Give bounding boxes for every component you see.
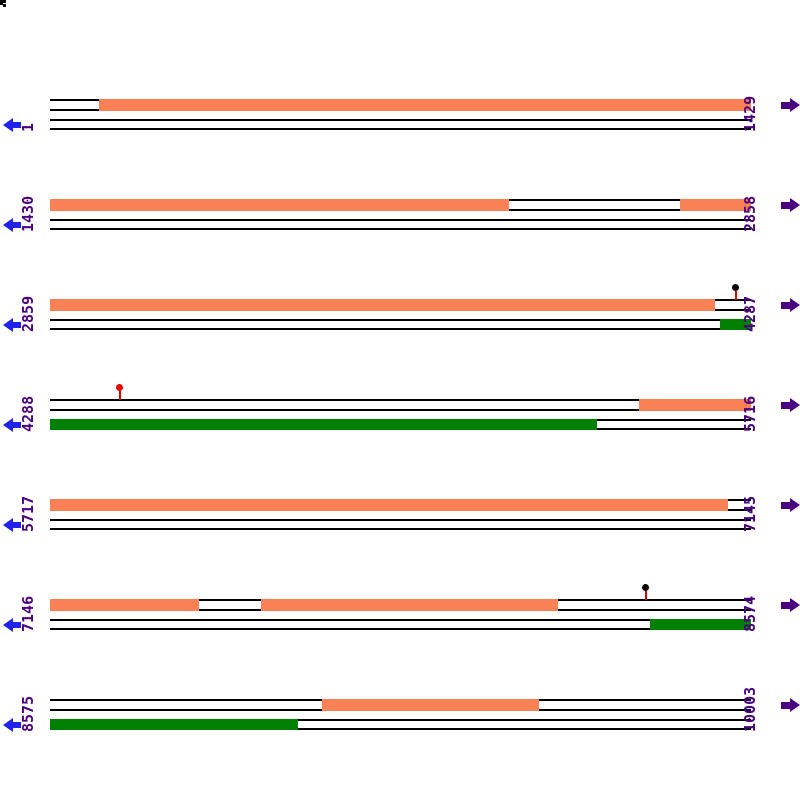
forward-strand-feature[interactable] [322, 699, 539, 711]
segment-start-coordinate-text: 1 [19, 122, 37, 132]
forward-strand-feature[interactable] [50, 599, 199, 611]
frame-track-line [50, 328, 751, 330]
right-arrow-shaft [781, 202, 790, 209]
left-arrow-shaft [13, 722, 21, 728]
right-arrow-shaft [781, 402, 790, 409]
right-arrow-icon [790, 698, 800, 712]
left-arrow-icon [3, 318, 13, 332]
right-arrow-shaft [781, 702, 790, 709]
segment-end-coordinate-text: 5716 [741, 395, 759, 432]
forward-strand-feature[interactable] [50, 199, 509, 211]
left-arrow-icon [3, 518, 13, 532]
right-arrow-icon [790, 198, 800, 212]
segment-end-coordinate-text: 1429 [741, 95, 759, 132]
red-lollipop-marker-icon[interactable] [116, 384, 123, 391]
forward-strand-feature[interactable] [680, 199, 751, 211]
segment-start-coordinate-text: 4288 [19, 395, 37, 432]
forward-strand-feature[interactable] [50, 299, 715, 311]
frame-track-line [50, 519, 751, 521]
forward-strand-feature[interactable] [261, 599, 558, 611]
frame-track-line [50, 219, 751, 221]
marker-stem [119, 391, 121, 400]
left-arrow-icon [3, 618, 13, 632]
left-arrow-shaft [13, 222, 21, 228]
right-arrow-icon [790, 498, 800, 512]
left-arrow-shaft [13, 122, 21, 128]
marker-stem [645, 591, 647, 600]
frame-track-line [50, 409, 751, 411]
frame-track-line [50, 119, 751, 121]
segment-start-coordinate-text: 5717 [19, 495, 37, 532]
frame-track-line [50, 228, 751, 230]
frame-track-line [50, 619, 751, 621]
left-arrow-shaft [13, 322, 21, 328]
right-arrow-shaft [781, 302, 790, 309]
right-arrow-icon [790, 598, 800, 612]
segment-end-coordinate-text: 7145 [741, 495, 759, 532]
frame-track-line [50, 528, 751, 530]
left-arrow-icon [3, 218, 13, 232]
left-arrow-shaft [13, 522, 21, 528]
segment-end-coordinate-text: 4287 [741, 295, 759, 332]
reverse-strand-feature[interactable] [50, 419, 597, 430]
right-arrow-icon [790, 298, 800, 312]
left-arrow-shaft [13, 622, 21, 628]
right-arrow-shaft [781, 502, 790, 509]
segment-start-coordinate-text: 1430 [19, 195, 37, 232]
frame-track-line [50, 399, 751, 401]
frame-track-line [50, 128, 751, 130]
reverse-strand-feature[interactable] [50, 719, 298, 730]
left-arrow-icon [3, 118, 13, 132]
reverse-strand-feature[interactable] [650, 619, 751, 630]
left-arrow-shaft [13, 422, 21, 428]
right-arrow-icon [790, 98, 800, 112]
black-lollipop-marker-icon[interactable] [642, 584, 649, 591]
right-arrow-shaft [781, 102, 790, 109]
left-arrow-icon [3, 418, 13, 432]
left-arrow-icon [3, 718, 13, 732]
frame-track-line [50, 319, 751, 321]
segment-start-coordinate-text: 8575 [19, 695, 37, 732]
frame-track-line [50, 728, 751, 730]
right-arrow-icon [790, 398, 800, 412]
segment-start-coordinate-text: 7146 [19, 595, 37, 632]
segment-start-coordinate-text: 2859 [19, 295, 37, 332]
marker-stem [735, 291, 737, 300]
forward-strand-feature[interactable] [50, 499, 728, 511]
segment-end-coordinate-text: 8574 [741, 595, 759, 632]
frame-track-line [50, 719, 751, 721]
segment-end-coordinate-text: 10003 [741, 686, 759, 732]
frame-track-line [50, 628, 751, 630]
right-arrow-shaft [781, 602, 790, 609]
segment-end-coordinate-text: 2858 [741, 195, 759, 232]
reverse-strand-feature[interactable] [720, 319, 751, 330]
forward-strand-feature[interactable] [99, 99, 751, 111]
forward-strand-feature[interactable] [639, 399, 751, 411]
black-lollipop-marker-icon[interactable] [732, 284, 739, 291]
